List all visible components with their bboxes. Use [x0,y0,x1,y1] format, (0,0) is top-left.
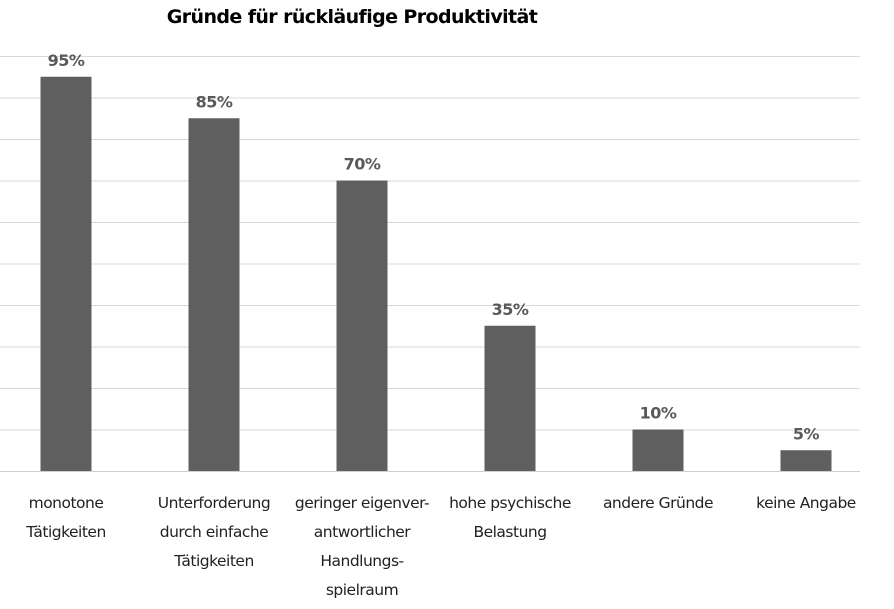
bar [632,429,684,471]
category-label-line: Tätigkeiten [25,523,106,541]
chart-title: Gründe für rückläufige Produktivität [166,6,538,28]
category-label-line: hohe psychische [449,494,571,512]
data-label: 35% [492,300,529,319]
category-label: keine Angabe [756,494,856,512]
category-label-line: monotone [29,494,104,512]
category-label-line: durch einfache [160,523,268,541]
data-label: 10% [640,404,677,423]
bar [40,76,92,471]
data-label: 5% [793,424,820,443]
category-label-line: keine Angabe [756,494,856,512]
category-label: geringer eigenver-antwortlicher Handlungs… [295,494,429,599]
category-label-line: Handlungs- [320,552,403,570]
bar [484,325,536,471]
category-label: Unterforderung durch einfache Tätigkeiten [158,494,270,570]
data-label: 70% [344,155,381,174]
bar [780,450,832,471]
category-label-line: Tätigkeiten [173,552,254,570]
category-label-line: spielraum [326,581,398,599]
bar [188,118,240,471]
category-label-line: antwortlicher [314,523,412,541]
category-label-line: Belastung [473,523,546,541]
bar [336,180,388,471]
data-label: 95% [48,51,85,70]
data-label: 85% [196,92,233,111]
category-label: monotone Tätigkeiten [25,494,106,541]
category-label-line: andere Gründe [603,494,713,512]
category-label-line: geringer eigenver- [295,494,429,512]
category-label: andere Gründe [603,494,713,512]
category-label: hohe psychische Belastung [449,494,571,541]
category-label-line: Unterforderung [158,494,270,512]
